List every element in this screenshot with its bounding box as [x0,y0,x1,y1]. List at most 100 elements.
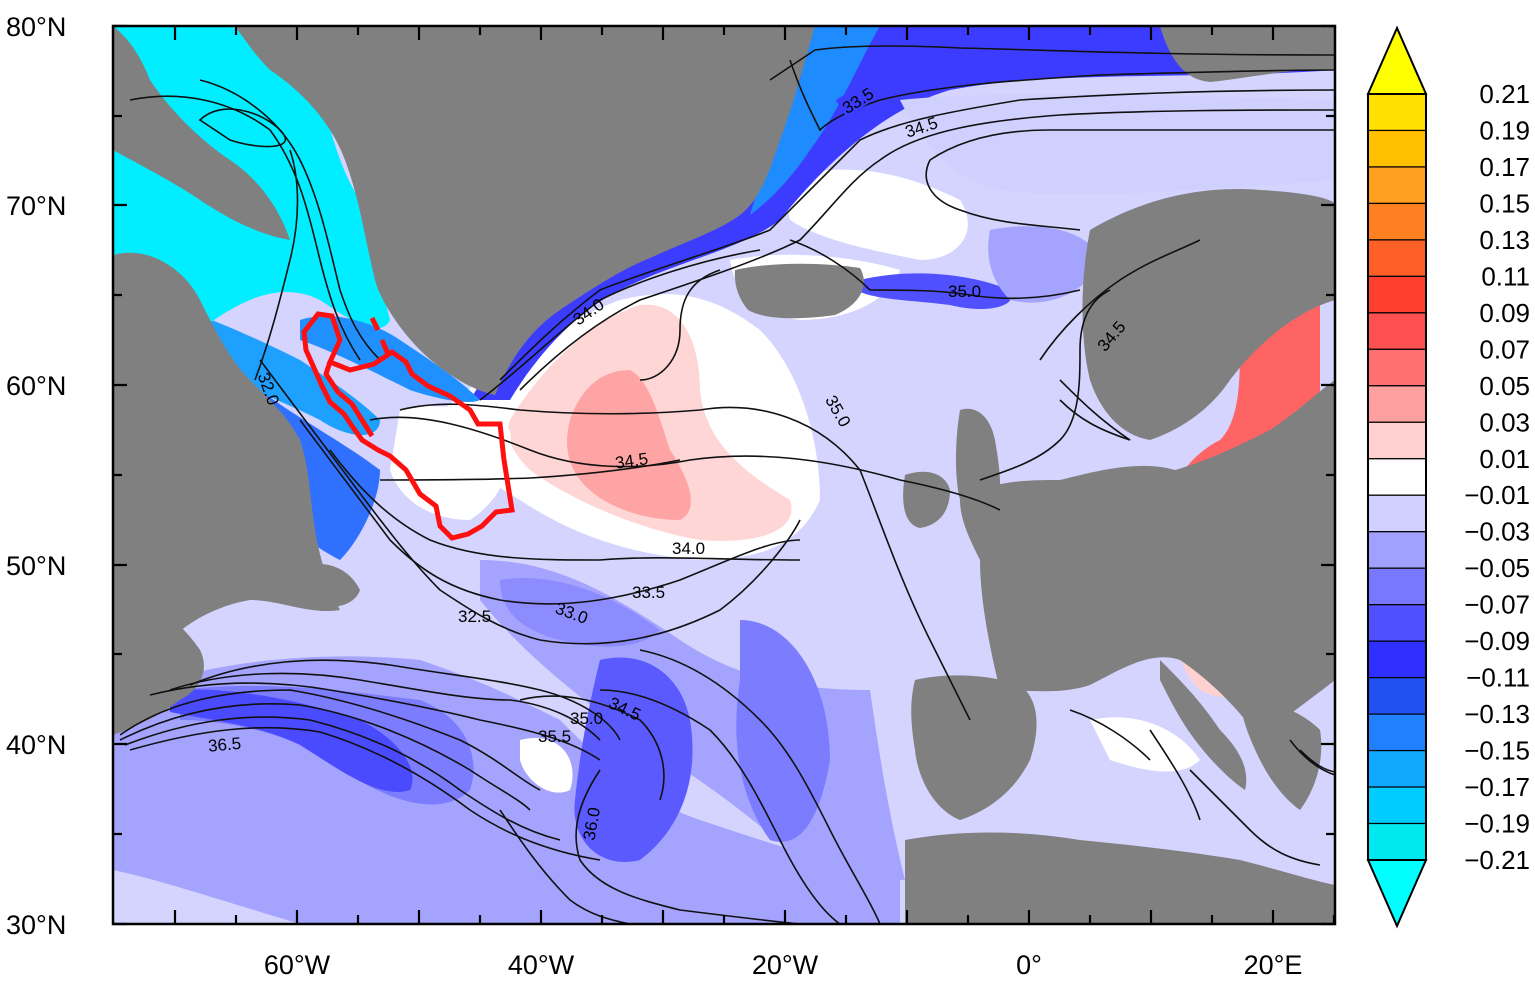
colorbar-swatch [1367,458,1427,496]
lon-label: 20°W [752,950,819,980]
lat-label: 50°N [6,551,66,581]
contour-line [119,689,541,791]
map-panel: 33.5 34.5 34.0 35.0 34.5 32.0 35.0 34.5 … [113,26,1335,924]
contour-line [124,716,561,841]
land-masses [113,26,1335,924]
colorbar-swatch [1367,822,1427,861]
contour-line [575,769,801,924]
colorbar-label: −0.01 [1464,480,1530,510]
anomaly-neutral-gulf [520,738,573,793]
colorbar-label: −0.11 [1466,663,1530,693]
colorbar-swatch [1367,166,1427,205]
contour-line [379,459,681,481]
contour-label: 32.5 [458,607,491,626]
contour-line [789,239,1081,300]
colorbar-label: −0.07 [1464,590,1530,620]
axis-ticks [113,24,1336,926]
lat-label: 30°N [6,910,66,940]
contour-line [369,416,1001,511]
anomaly-nordic-lilac [988,226,1100,303]
colorbar-swatch [1367,421,1427,460]
contour-line [599,689,841,924]
colorbar-swatch [1367,640,1427,679]
region-outline-dash [369,316,391,355]
contour-line [929,129,1335,161]
colorbar-label: 0.07 [1479,334,1530,364]
contour-line [1149,729,1201,821]
colorbar-label: −0.15 [1464,736,1530,766]
anomaly-mediterranean-white [1090,717,1200,772]
latitude-labels: 80°N 70°N 60°N 50°N 40°N 30°N [6,12,66,940]
land-baffin-island [113,26,290,240]
anomaly-positive-core [567,370,691,520]
contour-line [519,109,1335,391]
colorbar: 0.21 0.19 0.17 0.15 0.13 0.11 0.09 0.07 0.05 0.03… [1366,25,1530,929]
colorbar-label: 0.15 [1479,188,1530,218]
colorbar-swatch [1367,531,1427,569]
colorbar-label: −0.19 [1464,809,1530,839]
lon-label: 60°W [264,950,331,980]
colorbar-swatch [1367,494,1427,533]
colorbar-label: 0.19 [1479,115,1530,145]
colorbar-swatch [1367,239,1427,277]
colorbar-label: −0.17 [1464,772,1530,802]
colorbar-label: 0.17 [1479,152,1530,182]
contour-line [499,89,1335,381]
land-north-america [113,252,340,690]
anomaly-central-core [574,657,693,862]
colorbar-label: 0.01 [1479,444,1530,474]
anomaly-subpolar-south [500,578,660,647]
colorbar-swatch [1367,312,1427,350]
contour-line [189,659,621,741]
colorbar-label: 0.13 [1479,225,1530,255]
colorbar-swatch [1367,567,1427,606]
contour-line [129,95,361,361]
colorbar-label: −0.21 [1464,845,1530,875]
contour-label: 34.5 [614,449,649,472]
land-scandinavia [1082,189,1335,440]
colorbar-label: −0.05 [1464,553,1530,583]
land-continental-europe [960,380,1335,740]
contour-label: 35.0 [948,282,981,301]
longitude-labels: 60°W 40°W 20°W 0° 20°E [264,950,1303,980]
lat-label: 80°N [6,12,66,42]
contour-label: 35.0 [570,709,603,728]
contour-line [1059,399,1131,441]
contour-line [399,403,971,721]
contour-line [169,672,601,741]
contour-line [639,649,881,924]
land-balkans-greece [1240,700,1322,810]
contour-line [259,359,801,645]
contour-line [1039,239,1201,361]
contour-line [925,159,1081,231]
lat-label: 70°N [6,191,66,221]
contour-line [254,149,299,381]
land-newfoundland [301,563,360,607]
colorbar-label: −0.13 [1464,699,1530,729]
colorbar-swatch [1367,202,1427,241]
land-iberia [911,675,1037,820]
colorbar-swatch [1367,604,1427,642]
lat-label: 40°N [6,730,66,760]
contour-line [499,809,631,924]
study-region-outline [301,311,515,541]
colorbar-swatch [1367,713,1427,752]
contour-line [299,419,801,605]
colorbar-swatch [1367,677,1427,715]
contour-label: 35.5 [538,727,571,746]
colorbar-swatch [1367,749,1427,788]
anomaly-gulf-stream-core [170,689,413,792]
lon-label: 40°W [508,950,575,980]
colorbar-swatch [1367,348,1427,387]
colorbar-label: 0.11 [1481,261,1530,291]
contour-line [479,249,761,401]
contour-line [1189,769,1321,866]
anomaly-labrador-current [300,316,480,402]
contour-line [149,682,601,761]
region-outline-labrador [301,311,515,541]
colorbar-label: 0.05 [1479,371,1530,401]
lat-label: 60°N [6,371,66,401]
colorbar-swatch [1367,275,1427,314]
colorbar-cap-bottom [1366,859,1428,929]
